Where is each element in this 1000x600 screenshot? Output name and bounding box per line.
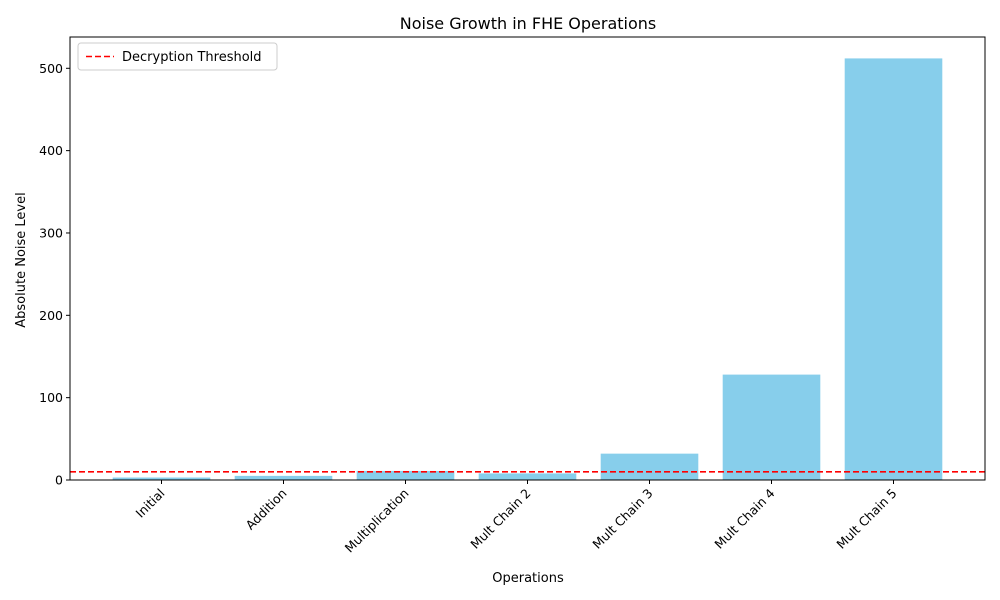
bar-3 [356, 470, 455, 480]
x-tick-label-6: Mult Chain 4 [711, 485, 777, 551]
y-tick-label-6: 500 [39, 61, 63, 76]
x-tick-label-4: Mult Chain 2 [467, 486, 533, 552]
bar-5 [600, 453, 699, 480]
bars-group [112, 58, 943, 480]
y-tick-label-1: 0 [55, 473, 63, 488]
x-tick-label-7: Mult Chain 5 [833, 486, 899, 552]
x-tick-label-3: Multiplication [342, 486, 412, 556]
bar-6 [722, 374, 821, 480]
y-tick-label-2: 100 [39, 390, 63, 405]
x-tick-label-2: Addition [243, 486, 290, 533]
bar-2 [234, 475, 333, 480]
bar-1 [112, 477, 211, 480]
bar-4 [478, 473, 577, 480]
legend: Decryption Threshold [77, 42, 278, 71]
y-tick-label-5: 400 [39, 143, 63, 158]
x-tick-label-5: Mult Chain 3 [589, 486, 655, 552]
x-ticks-group: Initial Addition Multiplication Mult Chain … [133, 480, 900, 555]
legend-threshold-label: Decryption Threshold [122, 50, 262, 65]
chart-title: Noise Growth in FHE Operations [400, 14, 657, 33]
x-tick-label-1: Initial [133, 486, 168, 521]
bar-7 [844, 58, 943, 480]
y-ticks-group: 0 100 200 300 400 500 [39, 61, 70, 488]
y-tick-label-4: 300 [39, 225, 63, 240]
x-axis-label: Operations [492, 571, 564, 586]
y-tick-label-3: 200 [39, 308, 63, 323]
y-axis-label: Absolute Noise Level [14, 192, 29, 327]
legend-box [77, 42, 278, 71]
